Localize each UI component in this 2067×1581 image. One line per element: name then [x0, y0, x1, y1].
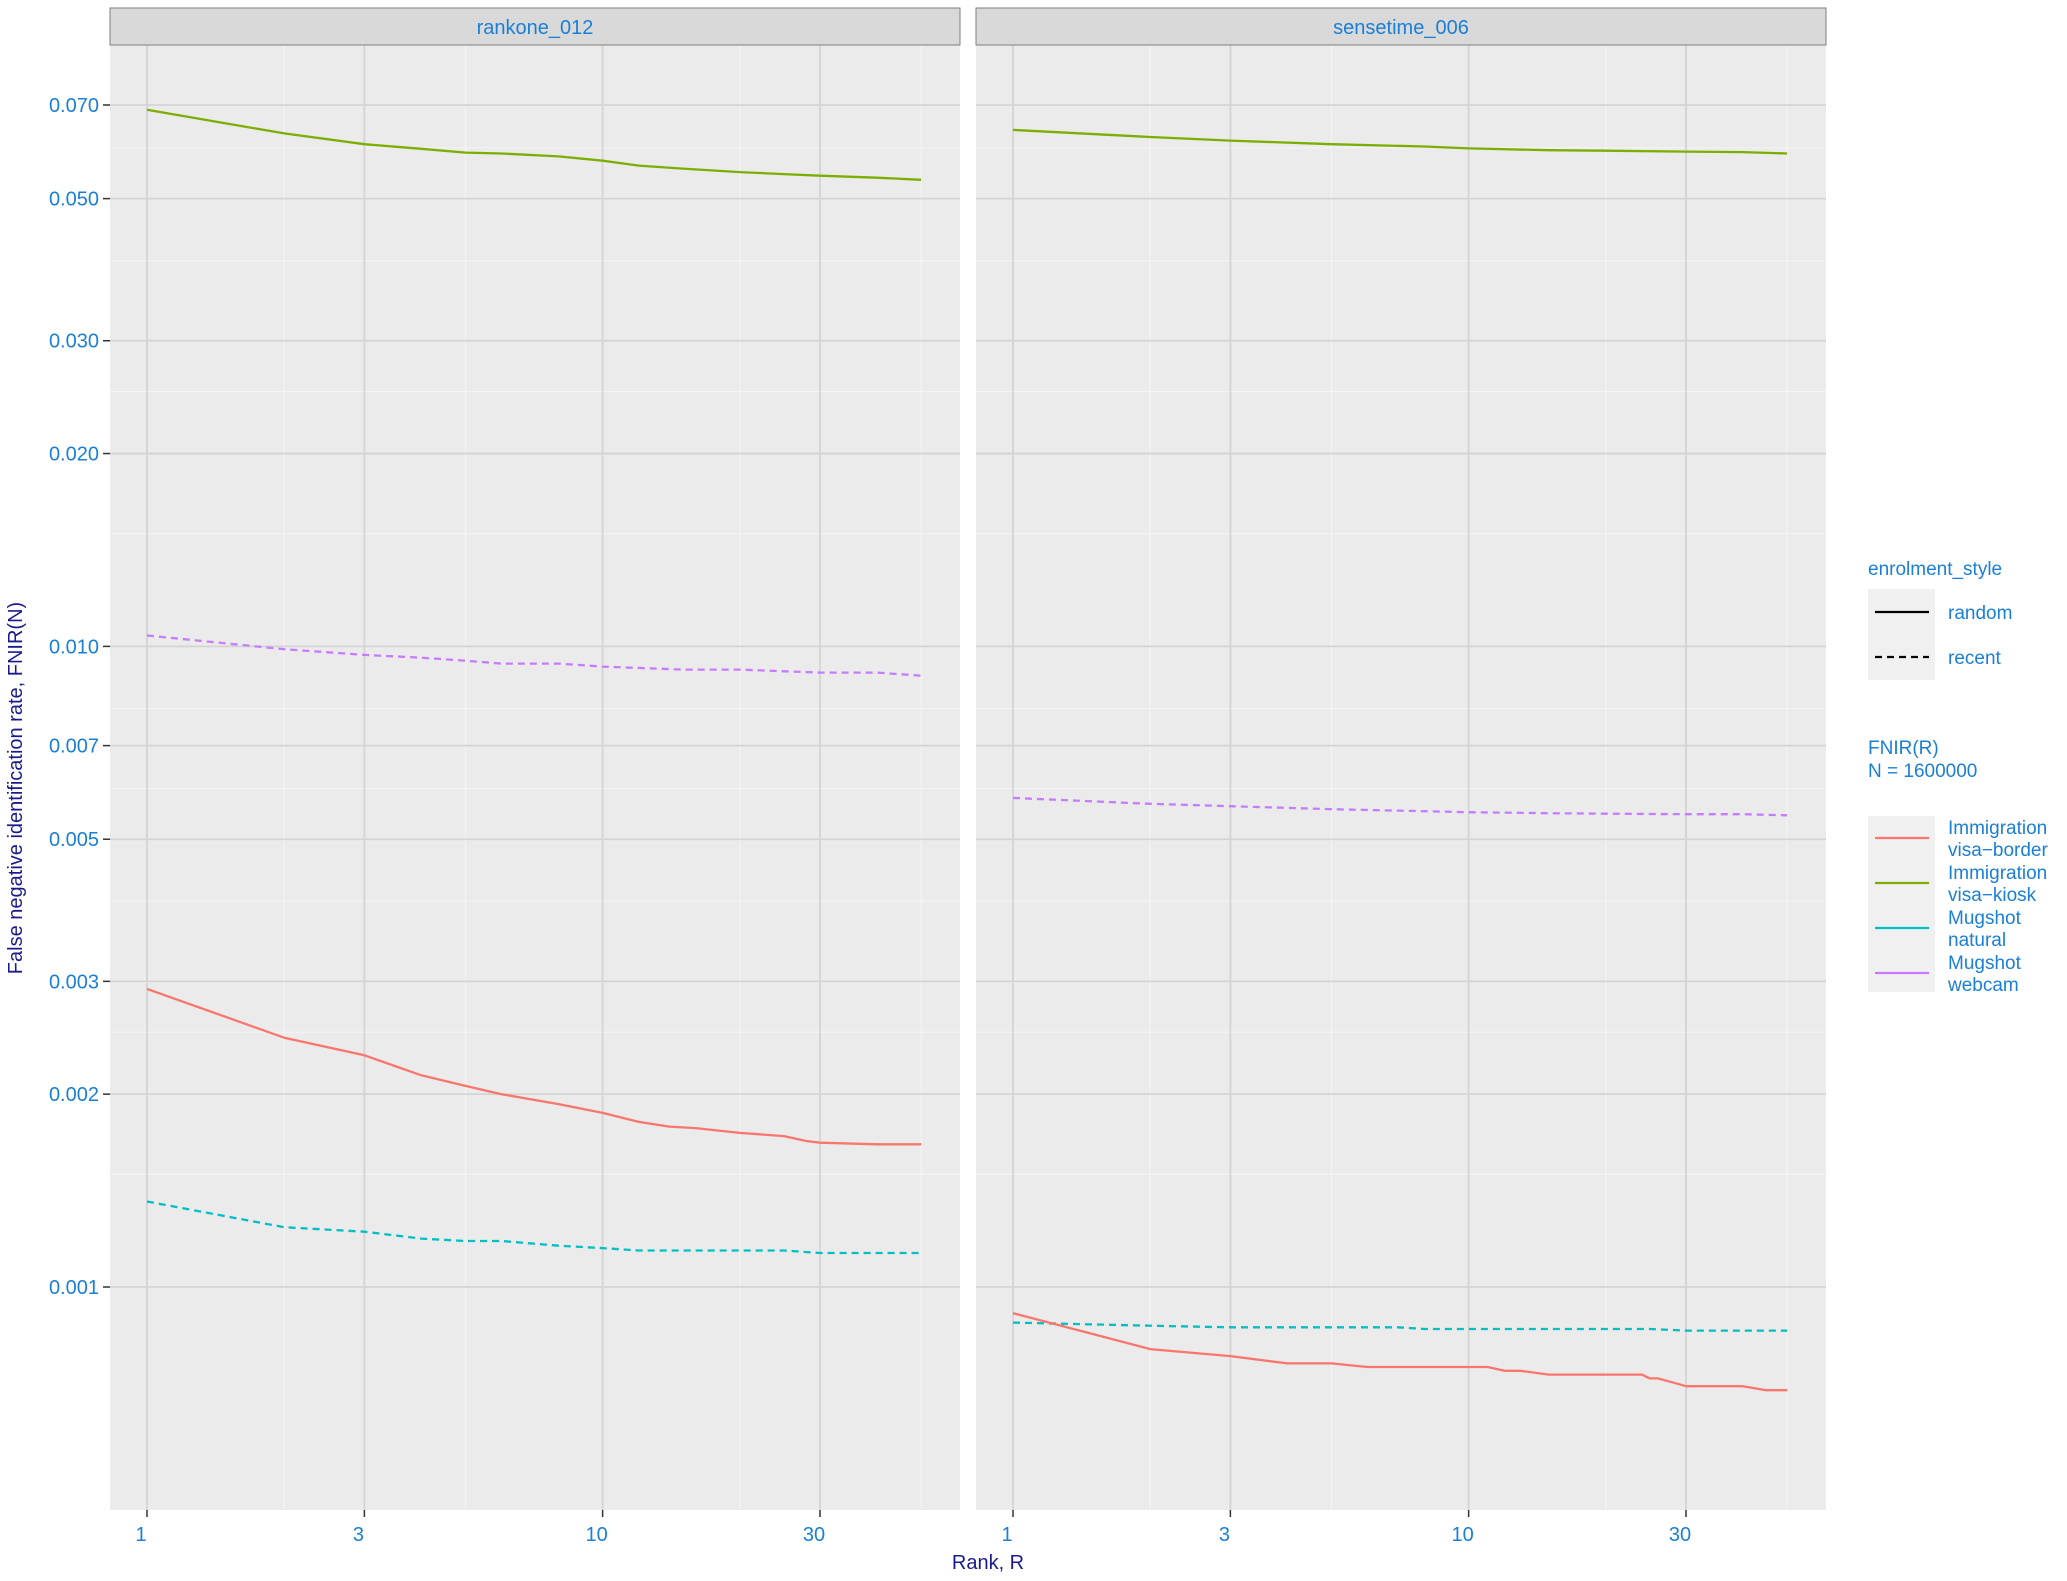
- y-tick-label: 0.001: [49, 1277, 99, 1299]
- legend-color-label: Mugshot: [1948, 953, 2022, 974]
- x-tick-label: 1: [135, 1524, 146, 1546]
- series-line-immigration-visa-kiosk: [146, 108, 922, 181]
- legend-style-label: recent: [1948, 648, 2002, 669]
- panel-background: [110, 45, 960, 1510]
- y-tick-label: 0.070: [49, 95, 99, 117]
- legend-color-label: natural: [1948, 930, 2006, 951]
- y-tick-label: 0.007: [49, 736, 99, 758]
- legend-color-title-line-1: FNIR(R): [1868, 738, 1939, 759]
- series-line-mugshot-webcam: [146, 634, 922, 677]
- legend-color-label: visa−kiosk: [1948, 885, 2037, 906]
- panel-rankone_012: 1 3 10 30 rankone_012: [109, 7, 961, 1546]
- legend-color-entries: Immigrationvisa−borderImmigrationvisa−ki…: [1875, 818, 2048, 996]
- facet-strip: [975, 7, 1827, 46]
- legend-color-label: Immigration: [1948, 818, 2047, 839]
- series-line-mugshot-natural: [146, 1200, 922, 1255]
- y-tick-label: 0.005: [49, 829, 99, 851]
- x-tick-label: 3: [353, 1524, 364, 1546]
- x-tick-label: 3: [1219, 1524, 1230, 1546]
- series-line-mugshot-natural: [1012, 1321, 1788, 1332]
- x-axis-title: Rank, R: [952, 1552, 1024, 1574]
- x-tick-label: 30: [803, 1524, 825, 1546]
- legend-color-label: visa−border: [1948, 840, 2048, 861]
- facet-strip: [109, 7, 961, 46]
- y-tick-label: 0.010: [49, 636, 99, 658]
- legend-color-label: Mugshot: [1948, 908, 2022, 929]
- legend-color-label: Immigration: [1948, 863, 2047, 884]
- legend-style-key-bg: [1868, 589, 1935, 680]
- facet-panels: 1 3 10 30 rankone_012 1 3 10 30 sensetime_006: [109, 7, 1827, 1546]
- y-tick-label: 0.050: [49, 189, 99, 211]
- legend-color-key-bg: [1868, 816, 1935, 992]
- panel-background: [976, 45, 1826, 1510]
- legend: enrolment_style random recent FNIR(R) N =…: [1868, 559, 2048, 996]
- panel-sensetime_006: 1 3 10 30 sensetime_006: [975, 7, 1827, 1546]
- y-tick-labels: 0.001 0.002 0.003 0.005 0.007 0.010 0.020 0.030…: [49, 95, 110, 1299]
- x-tick-label: 1: [1001, 1524, 1012, 1546]
- legend-style-label: random: [1948, 603, 2012, 624]
- legend-color-title-line-2: N = 1600000: [1868, 761, 1977, 782]
- facet-strip-label: rankone_012: [477, 17, 594, 39]
- facet-strip-label: sensetime_006: [1333, 17, 1469, 39]
- legend-style-title: enrolment_style: [1868, 559, 2002, 580]
- series-line-immigration-visa-border: [146, 987, 922, 1146]
- legend-style-entries: random recent: [1875, 603, 2012, 669]
- series-line-immigration-visa-border: [1012, 1312, 1788, 1392]
- legend-color-label: webcam: [1947, 975, 2019, 996]
- x-tick-label: 30: [1669, 1524, 1691, 1546]
- y-tick-label: 0.030: [49, 331, 99, 353]
- x-tick-label: 10: [1451, 1524, 1473, 1546]
- y-tick-label: 0.003: [49, 971, 99, 993]
- y-axis-title: False negative identification rate, FNIR…: [5, 602, 27, 974]
- series-line-immigration-visa-kiosk: [1012, 128, 1788, 155]
- y-tick-label: 0.020: [49, 444, 99, 466]
- x-tick-label: 10: [585, 1524, 607, 1546]
- y-tick-label: 0.002: [49, 1084, 99, 1106]
